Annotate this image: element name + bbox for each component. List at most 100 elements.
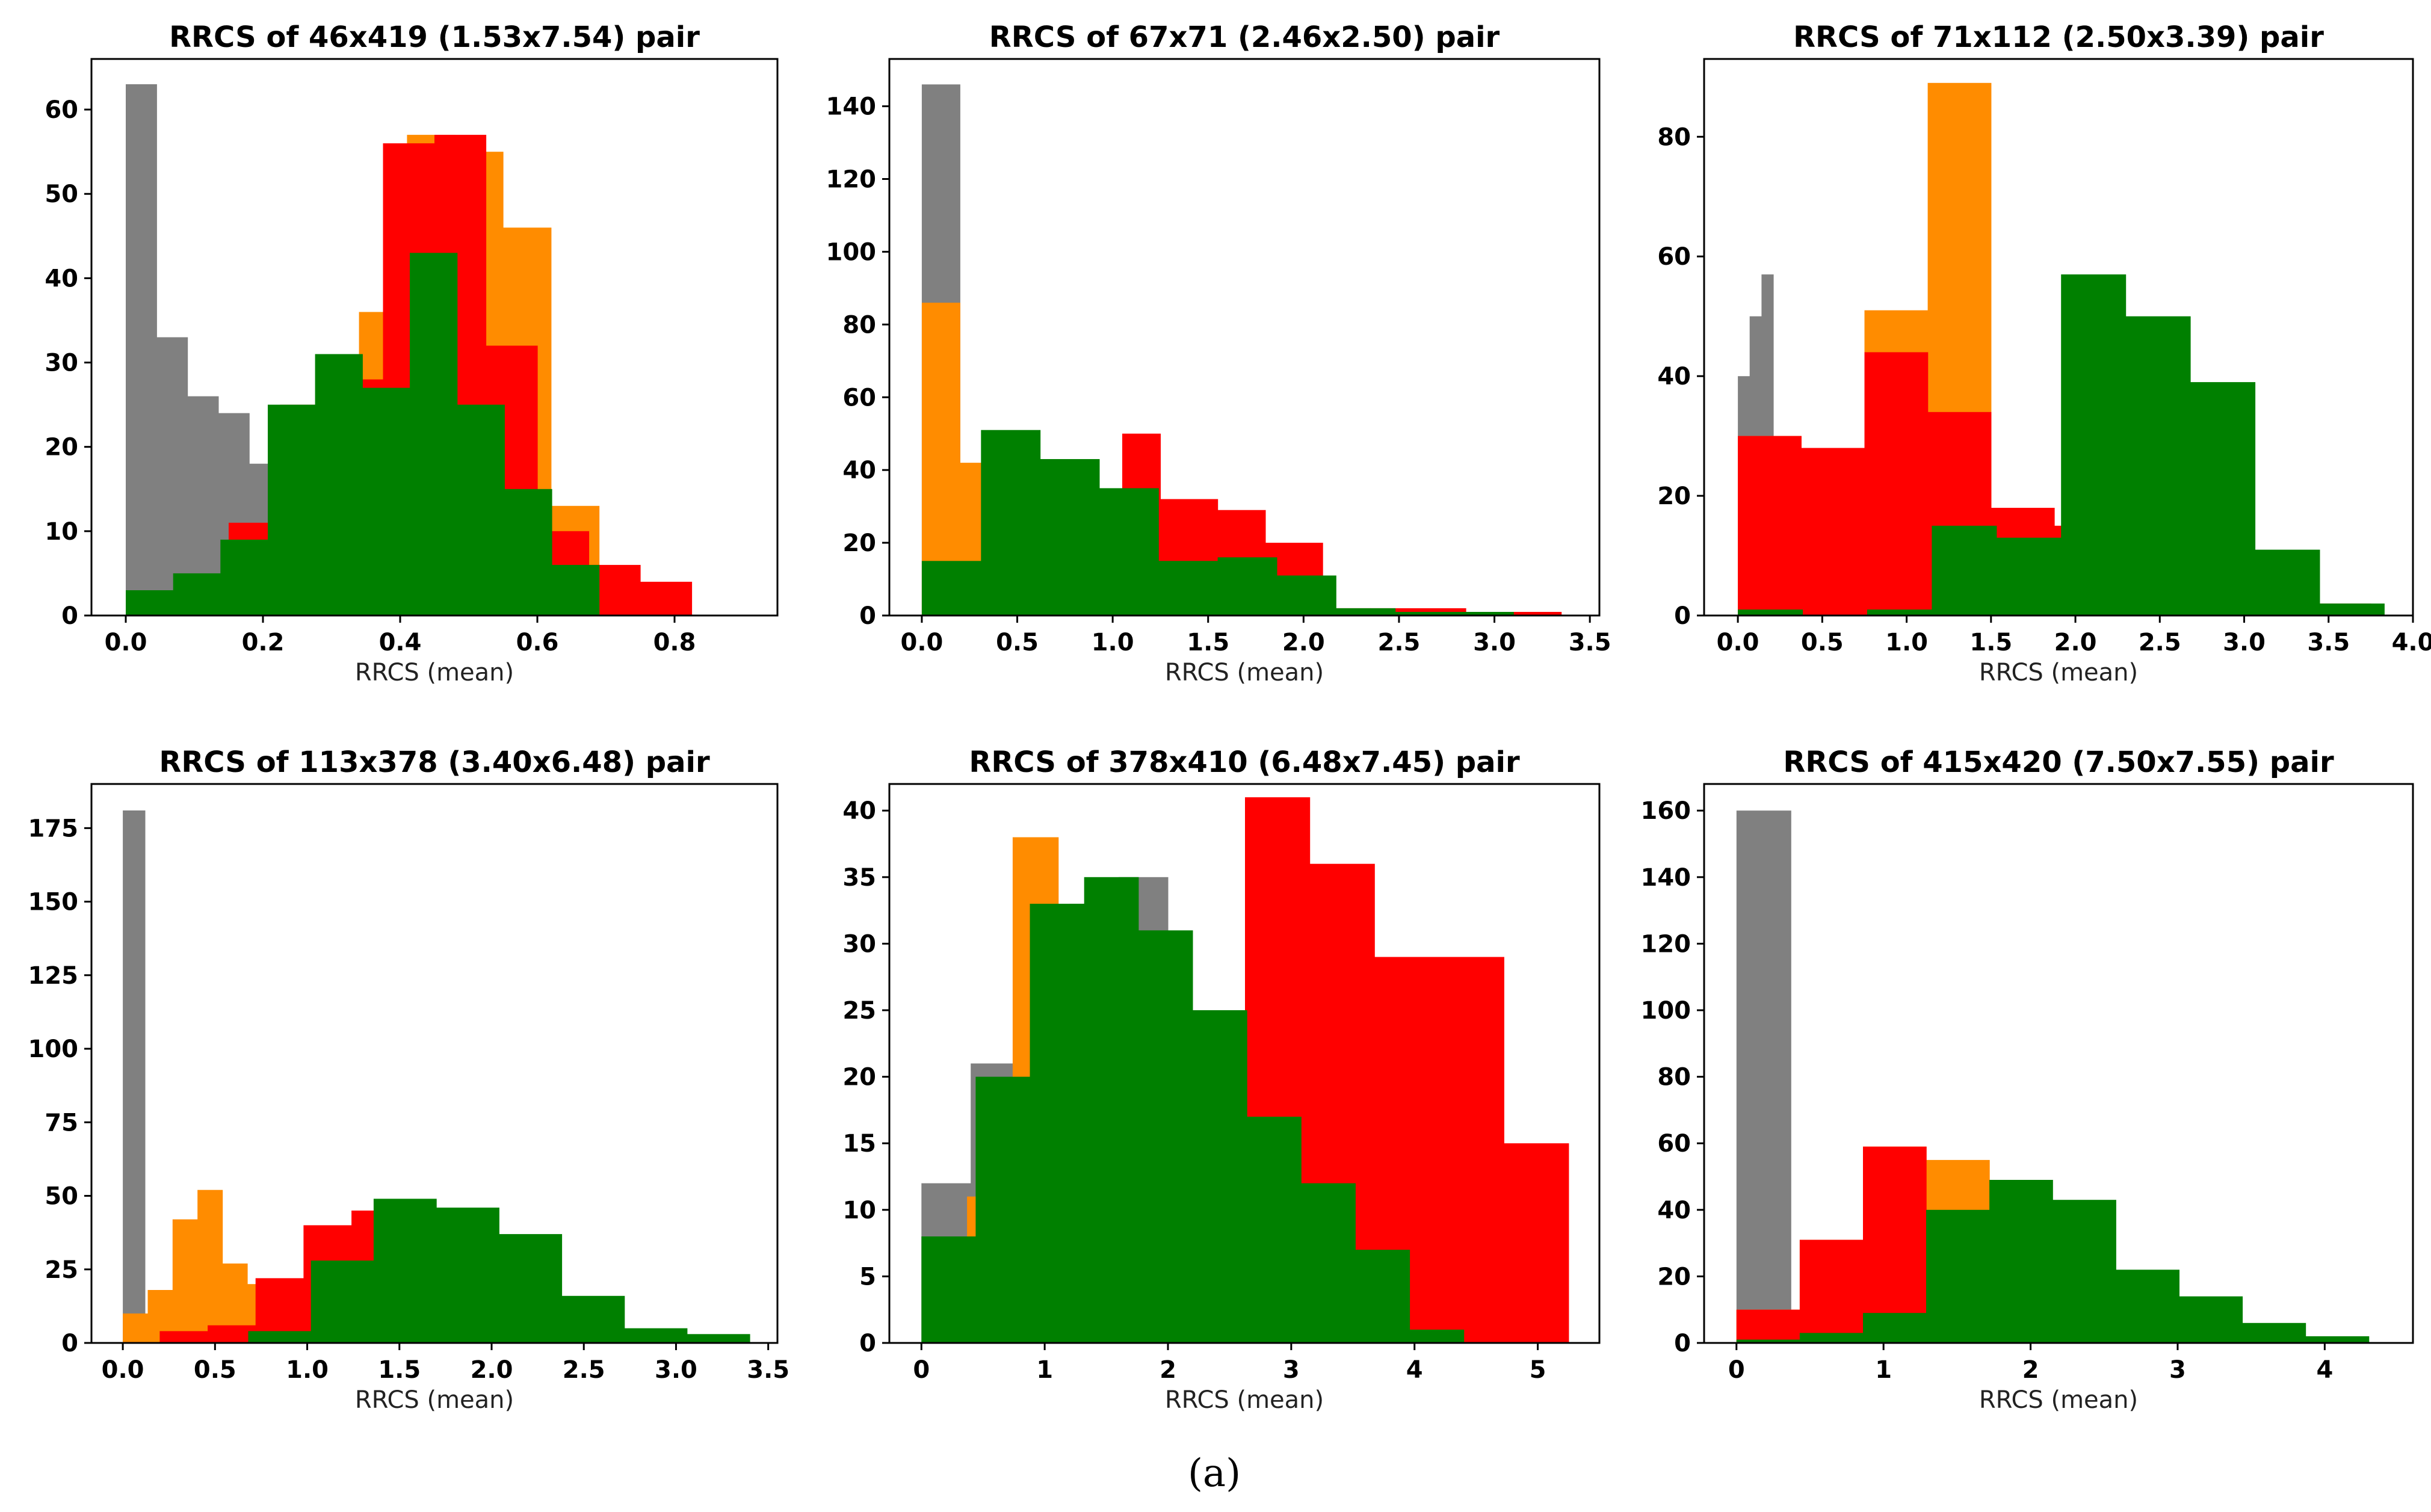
bar-green	[1989, 1180, 2053, 1343]
x-tick-label: 1.5	[378, 1356, 421, 1384]
x-axis-label: RRCS (mean)	[1979, 659, 2138, 687]
y-tick-label: 50	[45, 1183, 78, 1211]
bar-orange	[197, 1190, 223, 1343]
bar-green	[1099, 488, 1159, 616]
figure-caption: (a)	[1188, 1451, 1241, 1496]
x-tick-label: 2	[2022, 1356, 2039, 1384]
bar-red	[1738, 436, 1802, 616]
x-tick-label: 0	[1728, 1356, 1745, 1384]
bar-red	[1439, 957, 1504, 1343]
bar-green	[1040, 459, 1100, 616]
x-tick-label: 0.5	[996, 629, 1039, 656]
y-tick-label: 40	[1657, 1197, 1691, 1224]
bar-green	[373, 1199, 437, 1343]
bar-green	[2061, 274, 2127, 616]
panel-6: RRCS of 415x420 (7.50x7.55) pair RRCS (m…	[1641, 745, 2414, 1414]
bar-red	[640, 581, 693, 616]
panel-5: RRCS of 378x410 (6.48x7.45) pair RRCS (m…	[842, 745, 1601, 1414]
x-tick-label: 1	[1036, 1356, 1053, 1384]
bar-green	[1247, 1117, 1302, 1343]
y-tick-label: 80	[842, 311, 876, 339]
bar-green	[362, 387, 410, 616]
x-tick-label: 1.0	[1885, 629, 1928, 656]
panel-title: RRCS of 415x420 (7.50x7.55) pair	[1783, 745, 2334, 779]
y-tick-label: 0	[859, 1330, 876, 1357]
bar-green	[2179, 1296, 2243, 1343]
bar-red	[1801, 448, 1865, 616]
y-tick-label: 60	[45, 96, 78, 124]
bar-green	[1217, 557, 1277, 616]
y-tick-label: 0	[1674, 602, 1691, 630]
bar-green	[551, 564, 600, 616]
x-axis-label: RRCS (mean)	[355, 1386, 514, 1414]
y-tick-label: 35	[842, 864, 876, 892]
bar-green	[2053, 1200, 2116, 1343]
histogram-bars	[126, 84, 693, 616]
bar-green	[457, 404, 505, 616]
y-tick-label: 80	[1657, 1064, 1691, 1091]
y-tick-label: 60	[1657, 1130, 1691, 1158]
y-tick-label: 25	[45, 1256, 78, 1284]
y-tick-label: 30	[842, 930, 876, 958]
bar-green	[268, 404, 316, 616]
y-tick-label: 10	[45, 518, 78, 546]
y-tick-label: 140	[1641, 864, 1691, 892]
x-tick-label: 3.5	[2307, 629, 2350, 656]
bar-green	[436, 1208, 499, 1343]
x-tick-label: 0.4	[379, 629, 422, 656]
bar-green	[1863, 1313, 1927, 1343]
bar-green	[1336, 608, 1396, 616]
panel-title: RRCS of 46x419 (1.53x7.54) pair	[169, 20, 700, 54]
bar-green	[2190, 382, 2256, 616]
panel-2: RRCS of 67x71 (2.46x2.50) pair RRCS (mea…	[826, 20, 1611, 687]
bar-red	[208, 1325, 256, 1343]
y-tick-label: 40	[45, 265, 78, 292]
y-tick-label: 40	[842, 797, 876, 825]
panel-title: RRCS of 67x71 (2.46x2.50) pair	[989, 20, 1500, 54]
x-tick-label: 3	[1283, 1356, 1300, 1384]
bar-green	[1736, 1339, 1800, 1343]
bar-green	[1932, 525, 1997, 616]
bar-green	[248, 1331, 312, 1343]
bar-green	[1799, 1333, 1864, 1343]
y-tick-label: 160	[1641, 797, 1691, 825]
plot-frame	[1703, 58, 2414, 617]
x-tick-label: 0.2	[242, 629, 285, 656]
y-tick-label: 30	[45, 350, 78, 377]
bar-green	[1030, 904, 1085, 1343]
y-tick-label: 15	[842, 1130, 876, 1158]
histogram-bars	[123, 810, 750, 1343]
x-tick-label: 1.5	[1187, 629, 1229, 656]
bar-green	[921, 561, 981, 616]
y-tick-label: 75	[45, 1109, 78, 1137]
x-tick-label: 3.0	[2223, 629, 2266, 656]
x-tick-label: 3.5	[1569, 629, 1611, 656]
panel-4: RRCS of 113x378 (3.40x6.48) pair RRCS (m…	[28, 745, 790, 1414]
x-tick-label: 0.5	[194, 1356, 236, 1384]
y-tick-label: 100	[826, 238, 877, 266]
histogram-bars	[1736, 810, 2370, 1343]
bar-green	[981, 430, 1041, 616]
panel-title: RRCS of 71x112 (2.50x3.39) pair	[1793, 20, 2324, 54]
panel-1: RRCS of 46x419 (1.53x7.54) pair RRCS (me…	[45, 20, 779, 687]
bar-red	[1799, 1239, 1864, 1343]
x-axis-label: RRCS (mean)	[1165, 659, 1324, 687]
bar-green	[310, 1261, 374, 1343]
x-tick-label: 2.0	[2054, 629, 2097, 656]
y-tick-label: 20	[1657, 483, 1691, 510]
histogram-bars	[921, 84, 1562, 616]
y-tick-label: 140	[826, 93, 877, 121]
x-tick-label: 5	[1530, 1356, 1546, 1384]
bar-green	[410, 253, 458, 616]
bar-red	[1736, 1309, 1800, 1343]
y-tick-label: 100	[1641, 997, 1691, 1025]
x-tick-label: 2.5	[563, 1356, 605, 1384]
y-tick-label: 5	[859, 1263, 876, 1291]
bar-green	[499, 1234, 563, 1343]
y-tick-label: 120	[826, 166, 877, 194]
bar-green	[126, 590, 174, 616]
bar-green	[1084, 877, 1139, 1343]
x-tick-label: 2.5	[1378, 629, 1421, 656]
y-tick-label: 0	[859, 602, 876, 630]
